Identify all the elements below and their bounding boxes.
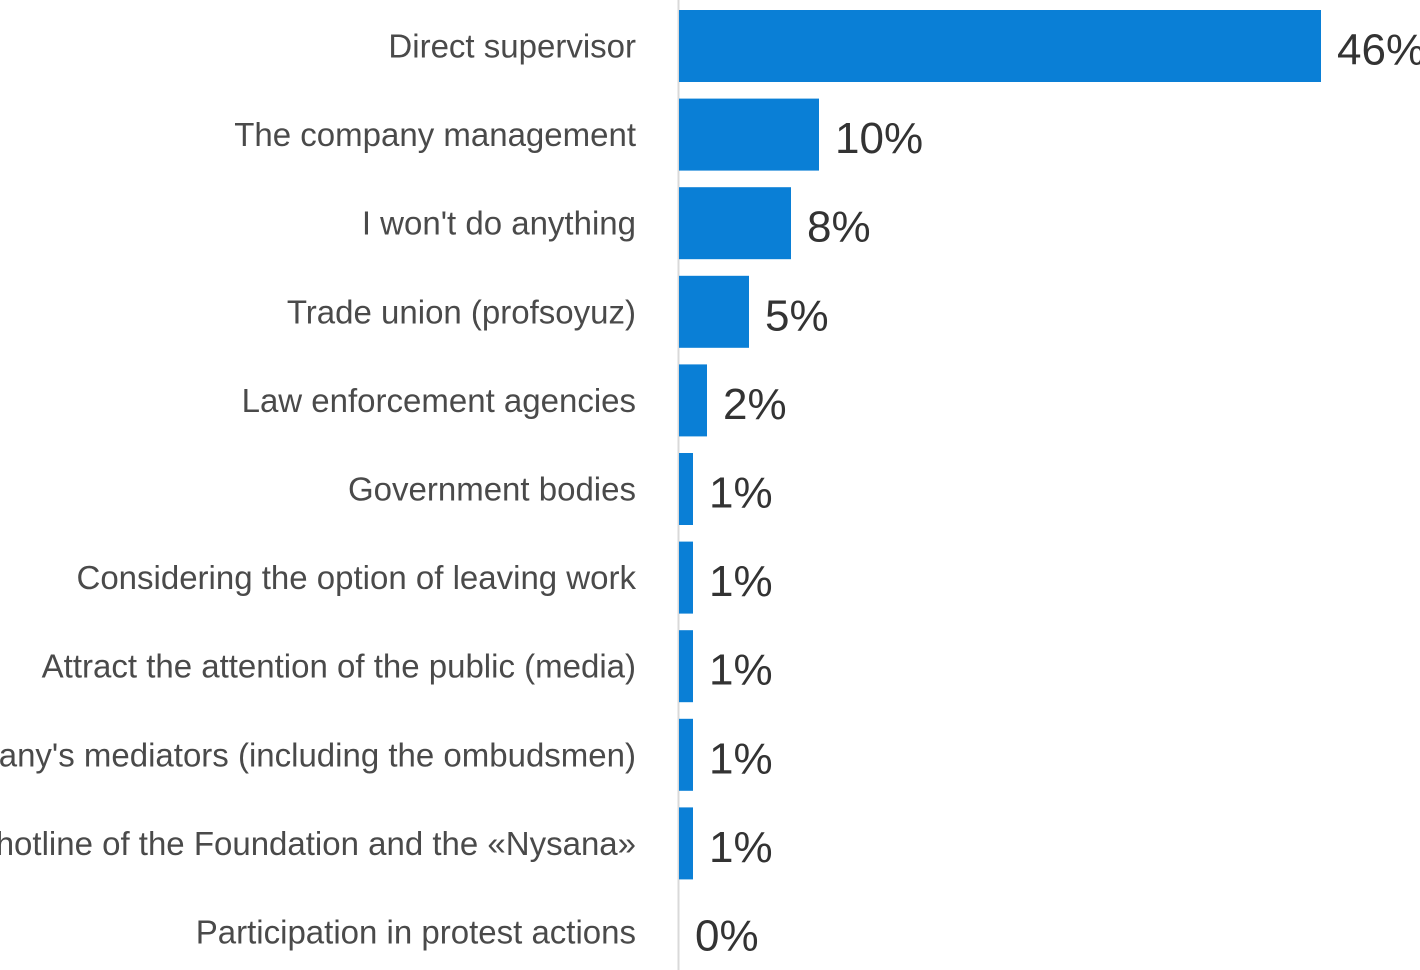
bar-2 [679,187,791,260]
bar-4 [679,364,707,437]
value-label-0: 46% [1337,26,1420,75]
category-label-2: I won't do anything [362,205,636,242]
category-labels-group: Direct supervisor The company management I… [0,28,636,951]
bars-group [679,10,1321,880]
bar-3 [679,275,749,348]
category-label-3: Trade union (profsoyuz) [287,293,636,330]
category-label-0: Direct supervisor [388,28,636,65]
category-label-6: Considering the option of leaving work [76,559,636,596]
value-label-3: 5% [765,291,829,340]
category-label-9: The hotline of the Foundation and the «N… [0,825,636,862]
value-labels-group: 46% 10% 8% 5% 2% 1% 1% 1% 1% 1% 0% [695,26,1420,961]
category-label-7: Attract the attention of the public (med… [42,648,636,685]
bar-9 [679,807,693,880]
category-label-10: Participation in protest actions [196,914,636,951]
value-label-2: 8% [807,203,871,252]
value-label-10: 0% [695,912,759,961]
bar-7 [679,630,693,703]
bar-1 [679,98,819,171]
value-label-9: 1% [709,823,773,872]
category-label-4: Law enforcement agencies [242,382,636,419]
value-label-1: 10% [835,114,923,163]
category-label-1: The company management [234,116,636,153]
value-label-4: 2% [723,380,787,429]
value-label-5: 1% [709,469,773,518]
value-label-8: 1% [709,734,773,783]
value-label-6: 1% [709,557,773,606]
bar-6 [679,541,693,614]
bar-0 [679,10,1321,82]
category-label-5: Government bodies [348,471,636,508]
bar-5 [679,453,693,525]
category-label-8: Company's mediators (including the ombud… [0,736,636,773]
bar-8 [679,718,693,791]
value-label-7: 1% [709,646,773,695]
